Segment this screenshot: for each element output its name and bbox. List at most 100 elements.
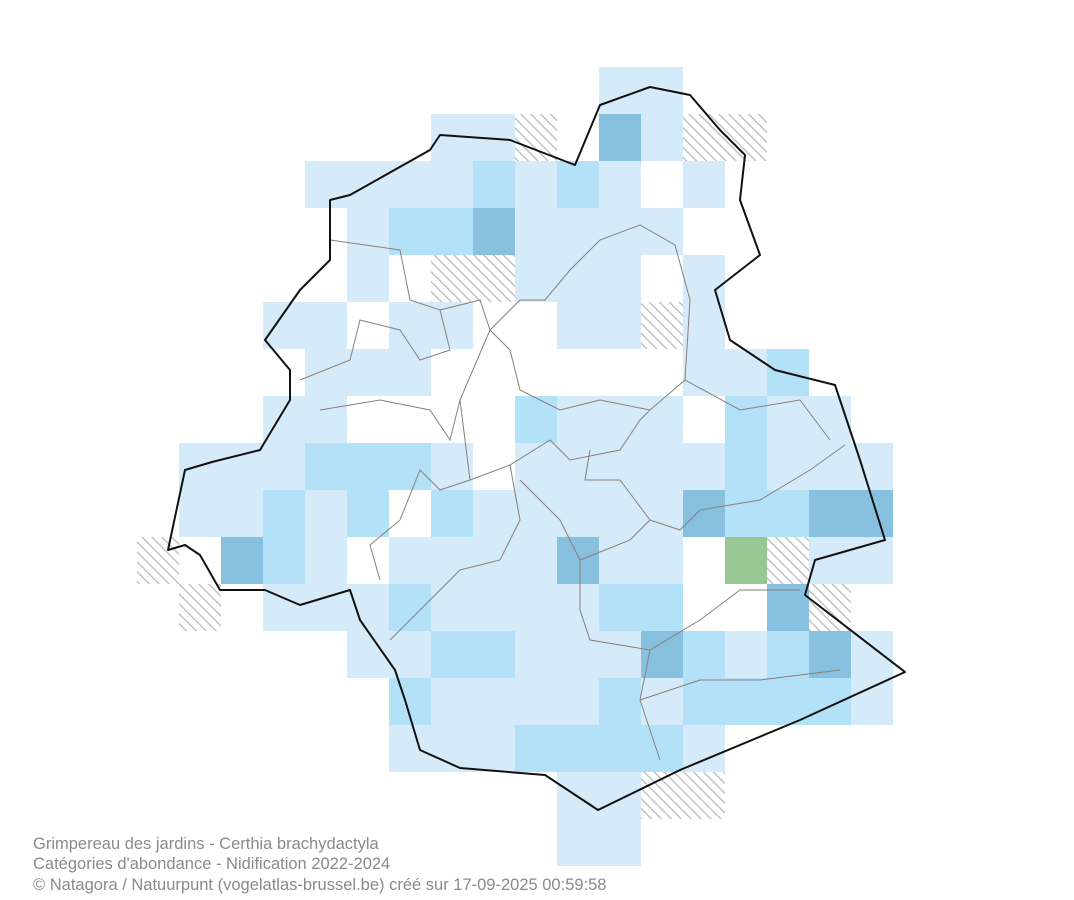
grid-cell [557,443,599,490]
grid-cell [599,678,641,725]
grid-cell [641,631,683,678]
grid-cell [683,161,725,208]
grid-cell [683,772,725,819]
region-outline [167,86,906,811]
grid-cell [515,443,557,490]
grid-cell [641,490,683,537]
grid-cell [767,443,809,490]
grid-cell [389,208,431,255]
grid-cell [179,584,221,631]
grid-cell [389,725,431,772]
grid-cell [599,772,641,819]
grid-cell [683,255,725,302]
commune-borders [299,224,846,761]
grid-cell [767,490,809,537]
grid-cell [347,584,389,631]
grid-cell [515,114,557,161]
grid-cell [767,537,809,584]
grid-cell [305,443,347,490]
grid-cell [599,255,641,302]
caption-title: Grimpereau des jardins - Certhia brachyd… [33,835,380,853]
grid-cell [473,208,515,255]
grid-cell [599,490,641,537]
grid-cell [599,584,641,631]
grid-cell [263,490,305,537]
grid-cell [263,537,305,584]
grid-cell [641,584,683,631]
grid-cell [431,584,473,631]
grid-cell [809,584,851,631]
grid-cell [347,349,389,396]
grid-cell [641,114,683,161]
grid-cell [725,631,767,678]
grid-cell [557,819,599,866]
grid-cell [599,443,641,490]
grid-cell [305,490,347,537]
grid-cell [851,443,893,490]
grid-cell [683,443,725,490]
grid-cell [515,537,557,584]
grid-cell [641,396,683,443]
grid-cell [305,584,347,631]
grid-cell [641,678,683,725]
grid-cell [473,631,515,678]
grid-cell [263,302,305,349]
grid-cell [557,678,599,725]
grid-cell [137,537,179,584]
grid-cell [347,631,389,678]
grid-cell [809,490,851,537]
grid-cell [305,537,347,584]
grid-cell [599,114,641,161]
grid-cell [851,678,893,725]
grid-cell [599,396,641,443]
grid-cell [515,725,557,772]
grid-cell [599,208,641,255]
grid-cell [725,396,767,443]
grid-cell [599,302,641,349]
grid-cell [725,537,767,584]
grid-cell [809,631,851,678]
grid-cell [347,255,389,302]
grid-cell [767,678,809,725]
grid-cell [725,490,767,537]
grid-cell [683,302,725,349]
grid-cell [431,631,473,678]
grid-cell [389,584,431,631]
grid-cell [473,725,515,772]
grid-cell [389,161,431,208]
grid-cell [431,255,473,302]
caption-subtitle: Catégories d'abondance - Nidification 20… [33,855,390,873]
grid-cell [389,443,431,490]
grid-cell [599,67,641,114]
grid-cell [431,490,473,537]
grid-cell [767,631,809,678]
grid-cell [473,584,515,631]
grid-cell [599,819,641,866]
grid-cell [389,349,431,396]
grid-cell [473,255,515,302]
grid-cell [515,678,557,725]
grid-cell [515,584,557,631]
grid-cell [557,725,599,772]
grid-cell [725,349,767,396]
grid-cell [473,678,515,725]
grid-cell [431,208,473,255]
caption-credit: © Natagora / Natuurpunt (vogelatlas-brus… [33,876,607,894]
grid-cell [599,537,641,584]
grid-cells [137,67,893,866]
grid-cell [683,725,725,772]
grid-cell [305,349,347,396]
grid-cell [683,678,725,725]
grid-cell [515,396,557,443]
grid-cell [557,584,599,631]
grid-cell [851,537,893,584]
grid-cell [473,490,515,537]
grid-cell [389,302,431,349]
grid-cell [431,161,473,208]
grid-cell [557,161,599,208]
grid-cell [347,443,389,490]
grid-cell [515,255,557,302]
grid-cell [683,631,725,678]
grid-cell [557,302,599,349]
